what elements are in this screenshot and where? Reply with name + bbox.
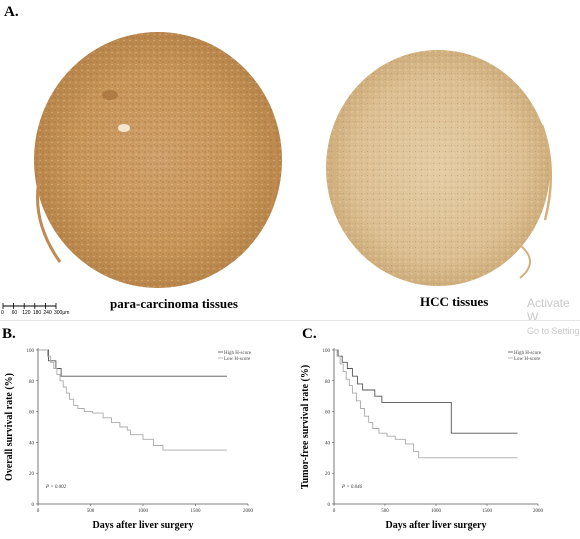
survival-curve: [38, 349, 227, 451]
p-value-annotation: P = 0.002: [45, 485, 67, 490]
right-tissue-caption: HCC tissues: [420, 294, 489, 309]
panel-a-label: A.: [4, 4, 19, 20]
overall-survival-chart: 0 20 40 60 80 100 0 500 1000 1500 2000 High H-score…: [0, 330, 290, 534]
scale-bar-tick-label: 240: [43, 310, 52, 316]
scale-bar-tick-label: 180: [32, 310, 42, 316]
para-carcinoma-core: [34, 32, 282, 288]
y-axis-label: Tumor-free survival rate (%): [300, 365, 311, 489]
hcc-core: [326, 50, 553, 286]
panel-a: A. 0 60 120 180 240 300μm para-carcinoma tiss…: [1, 4, 580, 336]
x-tick-label: 500: [87, 509, 95, 514]
y-tick-label: 100: [27, 349, 35, 354]
y-tick-label: 80: [29, 380, 35, 385]
legend-entry: High H-score: [514, 351, 542, 356]
y-tick-label: 40: [325, 441, 331, 446]
y-tick-label: 60: [29, 411, 35, 416]
x-tick-label: 1500: [191, 509, 202, 514]
tumor-free-survival-chart: 0 20 40 60 80 100 0 500 1000 1500 2000 High H-score…: [296, 330, 580, 534]
y-axis-label: Overall survival rate (%): [4, 373, 15, 481]
scale-bar: [2, 303, 57, 309]
x-tick-label: 500: [381, 509, 389, 514]
x-tick-label: 2000: [243, 509, 254, 514]
x-tick-label: 2000: [533, 509, 544, 514]
legend-entry: High H-score: [224, 351, 252, 356]
panel-c-label: C.: [302, 326, 317, 342]
x-tick-label: 1000: [138, 509, 149, 514]
watermark: Activate W Go to Setting: [527, 296, 580, 338]
x-tick-label: 1000: [431, 509, 442, 514]
panel-b-label: B.: [2, 326, 16, 342]
survival-curve: [38, 349, 227, 377]
survival-curve: [334, 349, 518, 434]
legend-entry: Low H-score: [224, 357, 251, 362]
x-tick-label: 0: [37, 509, 40, 514]
scale-bar-tick-label: 60: [11, 310, 18, 316]
watermark-line1: Activate W: [527, 296, 570, 324]
scale-bar-tick-label: 300μm: [54, 310, 70, 316]
y-tick-label: 100: [323, 349, 331, 354]
y-tick-label: 20: [29, 472, 35, 477]
scale-bar-tick-label: 0: [1, 310, 4, 316]
legend-entry: Low H-score: [514, 357, 541, 362]
x-axis-label: Days after liver surgery: [386, 520, 487, 531]
x-axis-label: Days after liver surgery: [93, 520, 194, 531]
y-tick-label: 60: [325, 411, 331, 416]
y-tick-label: 20: [325, 472, 331, 477]
left-tissue-caption: para-carcinoma tissues: [110, 296, 238, 311]
p-value-annotation: P = 0.046: [341, 485, 363, 490]
ihc-micrographs: [2, 32, 553, 309]
scale-bar-tick-label: 120: [22, 310, 31, 316]
x-tick-label: 1500: [482, 509, 493, 514]
y-tick-label: 40: [29, 441, 35, 446]
y-tick-label: 0: [32, 503, 35, 508]
watermark-line2: Go to Setting: [527, 326, 580, 336]
y-tick-label: 80: [325, 380, 331, 385]
survival-curve: [334, 349, 518, 459]
divider: [0, 320, 580, 321]
y-tick-label: 0: [328, 503, 331, 508]
x-tick-label: 0: [333, 509, 336, 514]
